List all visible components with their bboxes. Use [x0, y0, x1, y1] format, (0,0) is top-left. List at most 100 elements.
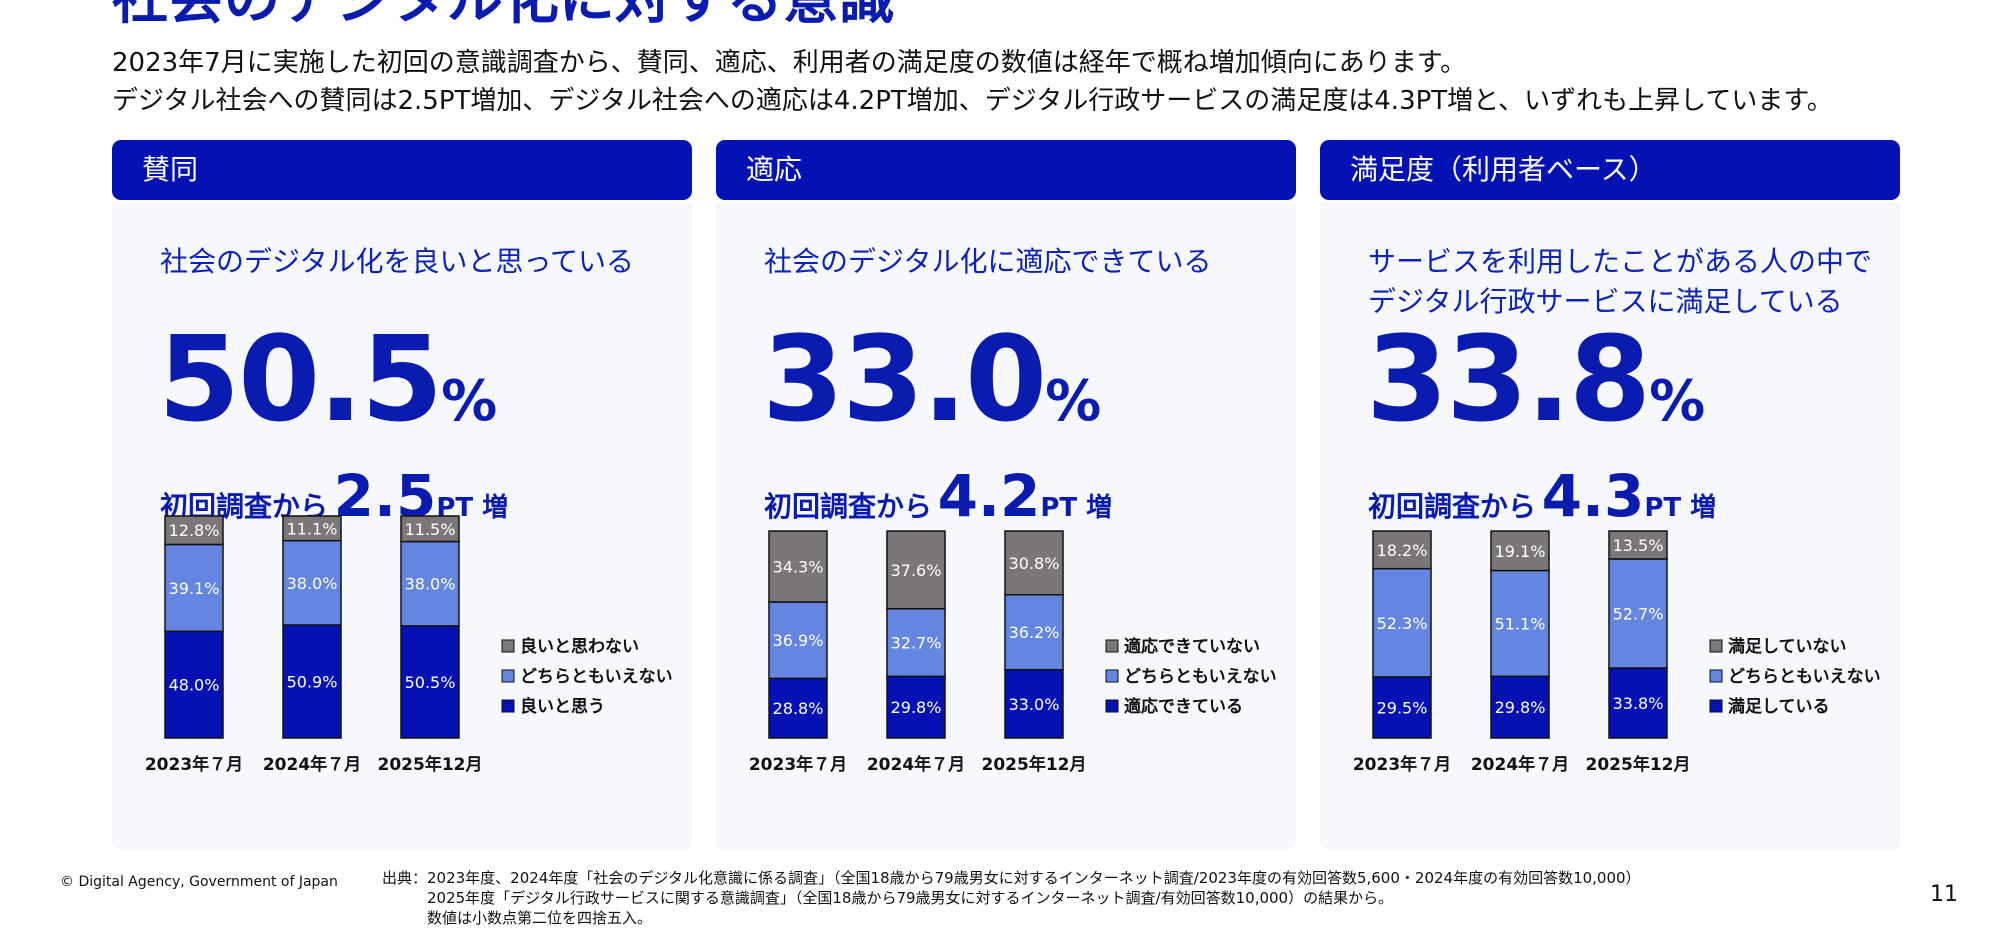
panel-body: 社会のデジタル化に適応できている 33.0% 初回調査から 4.2PT 増 28… — [716, 202, 1296, 850]
bar-segment — [164, 515, 224, 546]
segment-label: 32.7% — [891, 634, 942, 653]
delta-value: 4.2 — [937, 462, 1041, 530]
headline-value: 33.8% — [1366, 310, 1705, 448]
delta-suffix: PT 増 — [1040, 493, 1113, 523]
bar-segment — [400, 625, 460, 739]
legend-label: 良いと思う — [520, 696, 605, 717]
segment-label: 30.8% — [1009, 554, 1060, 573]
segment-label: 11.1% — [287, 519, 338, 538]
segment-label: 29.8% — [1495, 698, 1546, 717]
bar-segment — [1004, 530, 1064, 596]
headline-number: 33.0 — [762, 310, 1047, 448]
category-label: 2025年12月 — [1586, 754, 1691, 775]
legend-swatch — [1709, 699, 1723, 713]
panel-header: 賛同 — [112, 140, 692, 200]
legend-label: 良いと思わない — [520, 636, 639, 657]
stacked-bar-chart-approval: 48.0% 39.1% 12.8% 2023年７月 50.9% 38.0% 11.1% 202… — [145, 515, 673, 775]
category-label: 2023年７月 — [749, 754, 847, 775]
headline-unit: % — [1045, 369, 1102, 434]
headline-number: 33.8 — [1366, 310, 1651, 448]
segment-label: 11.5% — [405, 520, 456, 539]
panel-approval: 賛同 社会のデジタル化を良いと思っている 50.5% 初回調査から 2.5PT … — [112, 140, 692, 850]
bar-segment — [1490, 675, 1550, 739]
bar-segment — [1372, 676, 1432, 739]
delta-prefix: 初回調査から — [764, 490, 933, 523]
segment-label: 52.3% — [1377, 614, 1428, 633]
bar-segment — [1608, 667, 1668, 739]
source-line-1: 出典：2023年度、2024年度「社会のデジタル化意識に係る調査」（全国18歳か… — [382, 869, 1641, 887]
category-label: 2023年７月 — [1353, 754, 1451, 775]
bar-segment — [1004, 594, 1064, 671]
stacked-bar-chart-satisfaction: 29.5% 52.3% 18.2% 2023年７月 29.8% 51.1% 19.1% 202… — [1353, 530, 1881, 775]
panel-description: 社会のデジタル化に適応できている — [764, 242, 1211, 282]
segment-label: 18.2% — [1377, 541, 1428, 560]
segment-label: 13.5% — [1613, 536, 1664, 555]
copyright: © Digital Agency, Government of Japan — [60, 874, 338, 890]
delta-line: 初回調査から 4.3PT 増 — [1368, 462, 1716, 530]
panel-satisfaction: 満足度（利用者ベース） サービスを利用したことがある人の中で デジタル行政サービ… — [1320, 140, 1900, 850]
bar-segment — [1490, 530, 1550, 572]
description-line-1: サービスを利用したことがある人の中で — [1368, 245, 1873, 278]
panel-body: 社会のデジタル化を良いと思っている 50.5% 初回調査から 2.5PT 増 4… — [112, 202, 692, 850]
legend-swatch — [1709, 669, 1723, 683]
segment-label: 19.1% — [1495, 542, 1546, 561]
description-line-1: 社会のデジタル化を良いと思っている — [160, 245, 635, 278]
bar-segment — [768, 530, 828, 603]
legend-swatch — [501, 669, 515, 683]
legend-label: 満足している — [1728, 696, 1830, 717]
category-label: 2024年７月 — [263, 754, 361, 775]
bar-segment — [768, 601, 828, 680]
category-label: 2025年12月 — [982, 754, 1087, 775]
panel-body: サービスを利用したことがある人の中で デジタル行政サービスに満足している 33.… — [1320, 202, 1900, 850]
legend-swatch — [501, 639, 515, 653]
segment-label: 29.5% — [1377, 698, 1428, 717]
legend-swatch — [1709, 639, 1723, 653]
bar-segment — [886, 530, 946, 610]
lead-line-2: デジタル社会への賛同は2.5PT増加、デジタル社会への適応は4.2PT増加、デジ… — [112, 86, 1833, 116]
segment-label: 38.0% — [405, 575, 456, 594]
bar-segment — [282, 515, 342, 542]
panel-header: 適応 — [716, 140, 1296, 200]
segment-label: 33.8% — [1613, 694, 1664, 713]
bar-segment — [768, 677, 828, 739]
bar-segment — [1490, 569, 1550, 678]
headline-value: 50.5% — [158, 310, 497, 448]
legend-label: どちらともいえない — [1728, 667, 1881, 687]
panel-description: サービスを利用したことがある人の中で デジタル行政サービスに満足している — [1368, 242, 1872, 322]
description-line-1: 社会のデジタル化に適応できている — [764, 245, 1212, 278]
legend-label: 適応できている — [1124, 696, 1243, 717]
delta-value: 4.3 — [1541, 462, 1645, 530]
source-line-2: 2025年度「デジタル行政サービスに関する意識調査」（全国18歳から79歳男女に… — [382, 889, 1394, 907]
legend-label: 適応できていない — [1124, 636, 1260, 657]
bar-segment — [282, 624, 342, 739]
segment-label: 39.1% — [169, 579, 220, 598]
panel-description: 社会のデジタル化を良いと思っている — [160, 242, 634, 282]
segment-label: 48.0% — [169, 676, 220, 695]
delta-prefix: 初回調査から — [1368, 490, 1537, 523]
legend-label: どちらともいえない — [520, 667, 673, 687]
segment-label: 38.0% — [287, 574, 338, 593]
bar-segment — [1608, 530, 1668, 560]
bar-segment — [1372, 530, 1432, 570]
segment-label: 51.1% — [1495, 614, 1546, 633]
bar-segment — [282, 539, 342, 626]
category-label: 2024年７月 — [867, 754, 965, 775]
segment-label: 33.0% — [1009, 695, 1060, 714]
description-line-2: デジタル行政サービスに満足している — [1368, 285, 1843, 318]
source-note: 出典：2023年度、2024年度「社会のデジタル化意識に係る調査」（全国18歳か… — [382, 868, 1641, 928]
segment-label: 29.8% — [891, 698, 942, 717]
bar-segment — [1372, 567, 1432, 678]
headline-value: 33.0% — [762, 310, 1101, 448]
headline-number: 50.5 — [158, 310, 443, 448]
legend-swatch — [1105, 639, 1119, 653]
legend-label: 満足していない — [1728, 636, 1847, 657]
segment-label: 28.8% — [773, 699, 824, 718]
bar-segment — [1004, 668, 1064, 739]
segment-label: 36.9% — [773, 631, 824, 650]
segment-label: 36.2% — [1009, 623, 1060, 642]
category-label: 2025年12月 — [378, 754, 483, 775]
segment-label: 37.6% — [891, 561, 942, 580]
delta-line: 初回調査から 4.2PT 増 — [764, 462, 1112, 530]
legend-label: どちらともいえない — [1124, 667, 1277, 687]
category-label: 2024年７月 — [1471, 754, 1569, 775]
